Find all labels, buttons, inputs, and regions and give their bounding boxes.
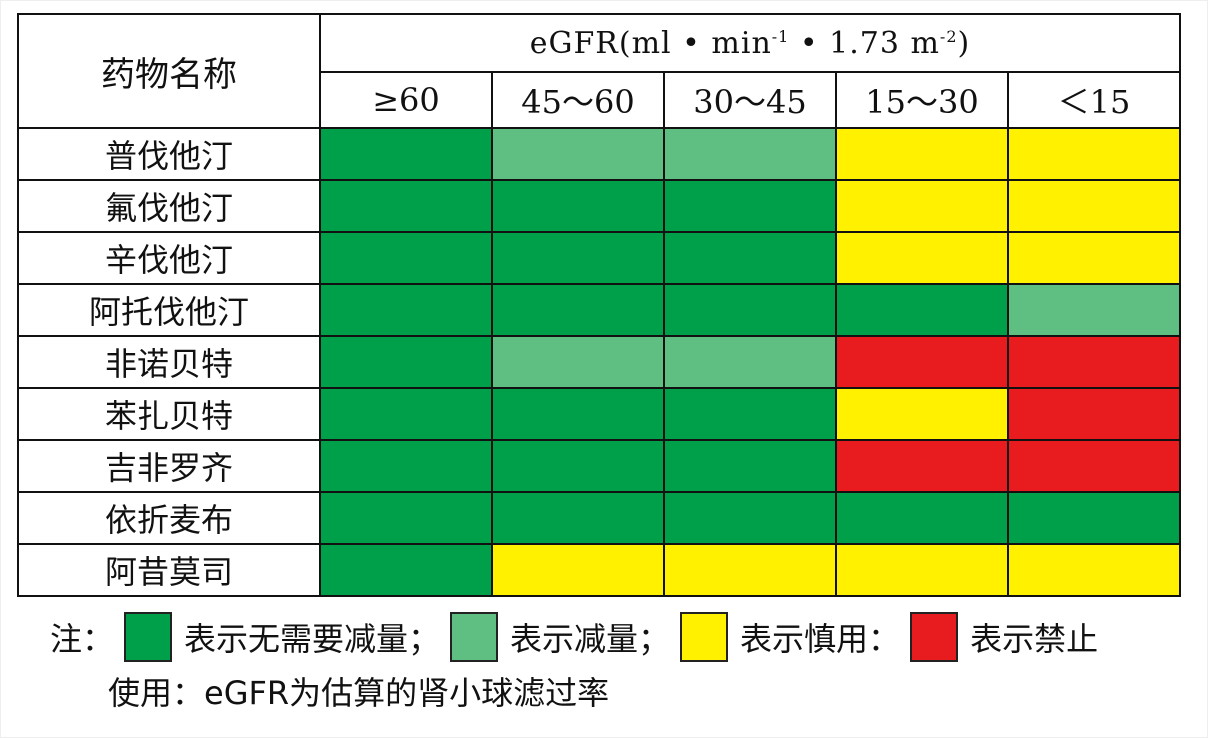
drug-name-cell: 辛伐他汀 [17,231,321,285]
status-cell-reduce [491,335,665,389]
status-cell-reduce [491,127,665,181]
drug-name-cell: 吉非罗齐 [17,439,321,493]
range-header: 30～45 [663,71,837,129]
table-row: 普伐他汀 [17,127,1181,181]
table-row: 阿昔莫司 [17,543,1181,597]
status-cell-no-reduction [319,491,493,545]
status-cell-caution [835,387,1009,441]
legend-label-reduce: 表示减量； [510,620,671,658]
legend-swatch-caution [680,612,729,662]
drug-name-cell: 阿托伐他汀 [17,283,321,337]
status-cell-forbidden [1007,335,1181,389]
status-cell-no-reduction [319,335,493,389]
unit-text-1: eGFR(ml • min [529,25,772,61]
status-cell-no-reduction [319,231,493,285]
status-cell-caution [1007,179,1181,233]
range-header: ＜15 [1007,71,1181,129]
status-cell-no-reduction [491,439,665,493]
unit-sup-1: -1 [771,26,790,46]
drug-name-cell: 苯扎贝特 [17,387,321,441]
header-row-2: ≥60 45～60 30～45 15～30 ＜15 [18,71,1181,129]
table-row: 辛伐他汀 [17,231,1181,285]
range-header: ≥60 [319,71,493,129]
status-cell-no-reduction [491,491,665,545]
dosing-table: 药物名称 eGFR(ml • min-1 • 1.73 m-2) ≥60 45～… [17,13,1181,597]
status-cell-reduce [663,335,837,389]
status-cell-forbidden [1007,387,1181,441]
status-cell-caution [1007,231,1181,285]
status-cell-no-reduction [663,231,837,285]
legend: 注： 表示无需要减量； 表示减量； 表示慎用： 表示禁止 [50,612,1098,662]
legend-label-forbidden: 表示禁止 [970,620,1099,658]
drug-name-cell: 阿昔莫司 [17,543,321,597]
legend-prefix: 注： [50,620,115,658]
unit-sup-2: -2 [939,26,958,46]
status-cell-no-reduction [319,179,493,233]
footnote: 使用：eGFR为估算的肾小球滤过率 [108,674,610,712]
drug-name-cell: 非诺贝特 [17,335,321,389]
table-row: 阿托伐他汀 [17,283,1181,337]
status-cell-no-reduction [319,387,493,441]
status-cell-no-reduction [319,127,493,181]
status-cell-caution [835,543,1009,597]
status-cell-reduce [663,127,837,181]
status-cell-no-reduction [835,283,1009,337]
status-cell-forbidden [835,335,1009,389]
status-cell-no-reduction [663,491,837,545]
drug-name-cell: 氟伐他汀 [17,179,321,233]
table-row: 氟伐他汀 [17,179,1181,233]
status-cell-caution [835,127,1009,181]
legend-swatch-forbidden [910,612,959,662]
status-cell-forbidden [1007,439,1181,493]
drug-name-header: 药物名称 [17,13,321,129]
status-cell-forbidden [835,439,1009,493]
status-cell-caution [835,179,1009,233]
status-cell-no-reduction [491,283,665,337]
status-cell-no-reduction [491,231,665,285]
status-cell-no-reduction [663,283,837,337]
status-cell-no-reduction [319,283,493,337]
status-cell-no-reduction [491,387,665,441]
range-header: 15～30 [835,71,1009,129]
drug-name-cell: 依折麦布 [17,491,321,545]
drug-name-cell: 普伐他汀 [17,127,321,181]
table-row: 依折麦布 [17,491,1181,545]
legend-label-caution: 表示慎用： [740,620,901,658]
unit-text-3: ) [957,25,971,61]
status-cell-no-reduction [663,387,837,441]
status-cell-no-reduction [1007,491,1181,545]
legend-swatch-no-reduction [124,612,173,662]
status-cell-caution [835,231,1009,285]
status-cell-caution [491,543,665,597]
status-cell-caution [663,543,837,597]
header-row-1: 药物名称 eGFR(ml • min-1 • 1.73 m-2) [17,13,1181,129]
status-cell-caution [1007,543,1181,597]
status-cell-no-reduction [835,491,1009,545]
status-cell-no-reduction [319,543,493,597]
egfr-unit-header: eGFR(ml • min-1 • 1.73 m-2) [319,13,1181,73]
unit-text-2: • 1.73 m [789,25,940,61]
legend-label-no-reduction: 表示无需要减量； [184,620,441,658]
status-cell-no-reduction [663,179,837,233]
status-cell-no-reduction [491,179,665,233]
table-body: 普伐他汀 氟伐他汀 辛伐他汀 阿托伐他汀 非诺贝特 苯扎贝特 吉非罗齐 依折麦布 阿昔莫司 [17,127,1181,597]
table-row: 非诺贝特 [17,335,1181,389]
status-cell-caution [1007,127,1181,181]
status-cell-reduce [1007,283,1181,337]
status-cell-no-reduction [663,439,837,493]
legend-swatch-reduce [450,612,499,662]
table-row: 苯扎贝特 [17,387,1181,441]
table-row: 吉非罗齐 [17,439,1181,493]
status-cell-no-reduction [319,439,493,493]
range-header: 45～60 [491,71,665,129]
